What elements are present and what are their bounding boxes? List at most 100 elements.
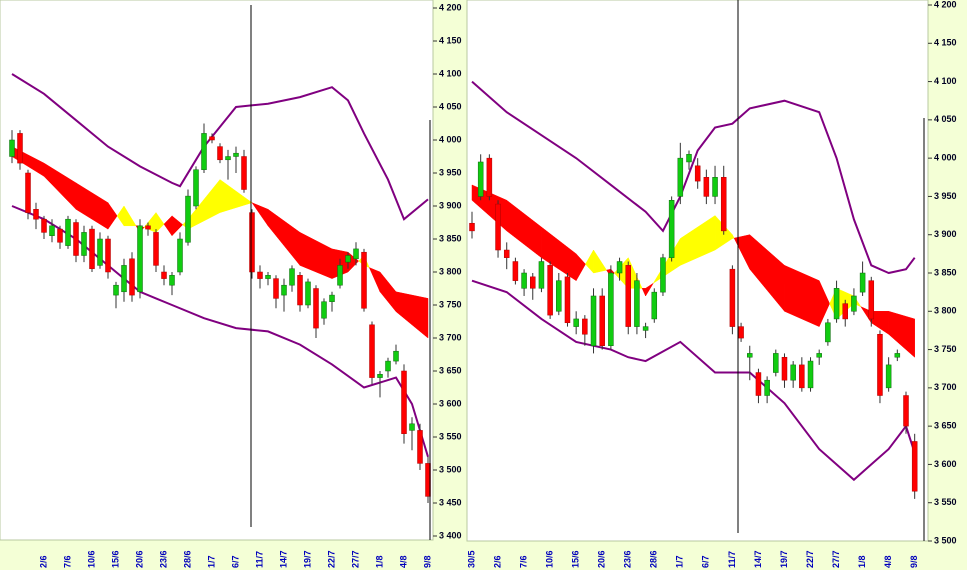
candle-body [564, 276, 571, 324]
y-tick-label: 3 900 [934, 229, 957, 239]
candle-body [289, 268, 295, 286]
candle-body [590, 295, 597, 346]
y-tick-label: 4 000 [439, 134, 462, 144]
x-tick-label: 22/7 [326, 550, 336, 568]
y-tick-label: 3 950 [439, 167, 462, 177]
x-tick-label: 15/6 [110, 550, 120, 568]
candle-body [177, 238, 183, 273]
candle-body [345, 255, 351, 263]
candle-body [729, 268, 736, 327]
candle-body [385, 360, 391, 372]
y-tick-label: 3 700 [934, 382, 957, 392]
lower-band [471, 279, 916, 482]
y-tick-label: 3 500 [934, 535, 957, 545]
candle-body [57, 228, 63, 243]
y-tick-label: 3 550 [439, 431, 462, 441]
y-tick-label: 4 100 [934, 76, 957, 86]
candle-body [129, 258, 135, 296]
candle-body [495, 203, 501, 251]
candle-body [556, 280, 562, 312]
cloud [818, 280, 830, 327]
y-tick-label: 4 050 [934, 114, 957, 124]
candle-body [209, 136, 215, 141]
x-tick-label: 28/6 [182, 550, 192, 568]
candle-body [660, 257, 666, 293]
plot-area [466, 0, 929, 542]
y-tick-label: 4 100 [439, 68, 462, 78]
candle-body [833, 288, 840, 320]
x-tick-label: 1/8 [374, 555, 384, 568]
x-tick-label: 9/8 [909, 555, 919, 568]
candle-body [911, 441, 918, 492]
candle-body [217, 146, 223, 161]
candle-body [694, 165, 701, 182]
candle-body [868, 280, 875, 320]
x-tick-label: 23/6 [623, 550, 633, 568]
candle-body [65, 218, 71, 246]
x-tick-label: 22/7 [805, 550, 815, 568]
cloud [123, 205, 137, 227]
cloud [645, 283, 654, 297]
candle-body [825, 322, 831, 343]
y-tick-label: 3 950 [934, 191, 957, 201]
candle-body [25, 172, 31, 213]
candle-body [273, 278, 279, 299]
candle-body [353, 248, 359, 260]
x-tick-label: 4/8 [398, 555, 408, 568]
y-tick-label: 4 150 [439, 35, 462, 45]
candle-body [145, 225, 151, 230]
y-tick-label: 3 850 [934, 267, 957, 277]
x-tick-label: 14/7 [278, 550, 288, 568]
candle-body [773, 353, 779, 373]
x-tick-label: 1/7 [206, 555, 216, 568]
candle-body [781, 356, 788, 381]
candle-body [97, 238, 103, 266]
candle-body [241, 156, 247, 190]
candle-body [169, 275, 175, 286]
y-tick-label: 3 650 [439, 365, 462, 375]
panel-right [469, 80, 918, 499]
x-tick-label: 14/7 [753, 550, 763, 568]
candle-body [816, 353, 822, 358]
candle-body [337, 265, 343, 286]
candle-body [842, 303, 848, 320]
candle-body [903, 395, 909, 427]
candle-body [703, 177, 710, 197]
y-tick-label: 3 550 [934, 497, 957, 507]
cloud [732, 234, 735, 239]
candle-body [233, 152, 239, 157]
candle-body [616, 261, 623, 274]
candle-body [530, 276, 536, 289]
x-tick-label: 19/7 [779, 550, 789, 568]
candle-body [799, 364, 805, 389]
candle-body [885, 364, 892, 389]
candle-body [49, 225, 55, 236]
x-tick-label: 11/7 [727, 551, 737, 568]
candle-body [9, 139, 15, 157]
candle-body [369, 324, 375, 378]
y-tick-label: 3 750 [934, 344, 957, 354]
x-tick-label: 28/6 [649, 550, 659, 568]
candle-body [877, 334, 883, 396]
candle-body [547, 265, 553, 316]
y-tick-label: 4 150 [934, 38, 957, 48]
candle-body [201, 133, 207, 170]
x-tick-label: 11/7 [254, 551, 264, 568]
x-tick-label: 7/6 [62, 555, 72, 568]
x-tick-label: 2/6 [38, 555, 48, 568]
y-tick-label: 3 700 [439, 332, 462, 342]
candle-body [281, 284, 287, 296]
axis-labels: 3 400 3 450 3 500 3 550 3 600 3 650 3 700 3 750… [38, 0, 956, 568]
candle-body [193, 169, 199, 207]
x-tick-label: 4/8 [883, 555, 893, 568]
candle-body [538, 261, 545, 289]
x-tick-label: 9/8 [422, 555, 432, 568]
candle-body [651, 291, 658, 320]
cloud [171, 215, 184, 237]
x-tick-label: 7/6 [518, 555, 528, 568]
candle-body [377, 374, 383, 378]
x-tick-label: 6/7 [701, 555, 711, 568]
x-tick-label: 27/7 [831, 550, 841, 568]
candle-body [512, 261, 519, 281]
